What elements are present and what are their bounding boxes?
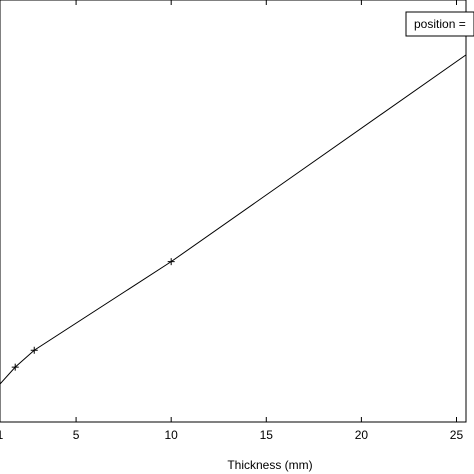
legend-text: position = (414, 17, 466, 31)
x-tick-label-0: 1 (0, 428, 4, 442)
x-axis-label: Thickness (mm) (227, 458, 312, 472)
x-tick-label-5: 25 (450, 428, 464, 442)
x-tick-label-1: 5 (73, 428, 80, 442)
x-tick-label-4: 20 (355, 428, 369, 442)
x-tick-label-2: 10 (165, 428, 179, 442)
data-point-marker (11, 363, 19, 371)
series-markers (11, 258, 175, 371)
series-line-0 (0, 54, 467, 385)
data-point-marker (30, 346, 38, 354)
plot-frame (0, 0, 467, 423)
x-tick-label-3: 15 (260, 428, 274, 442)
series-lines (0, 54, 467, 385)
x-ticks: 1510152025 (0, 0, 463, 442)
legend-box (405, 11, 474, 37)
data-point-marker (167, 258, 175, 266)
